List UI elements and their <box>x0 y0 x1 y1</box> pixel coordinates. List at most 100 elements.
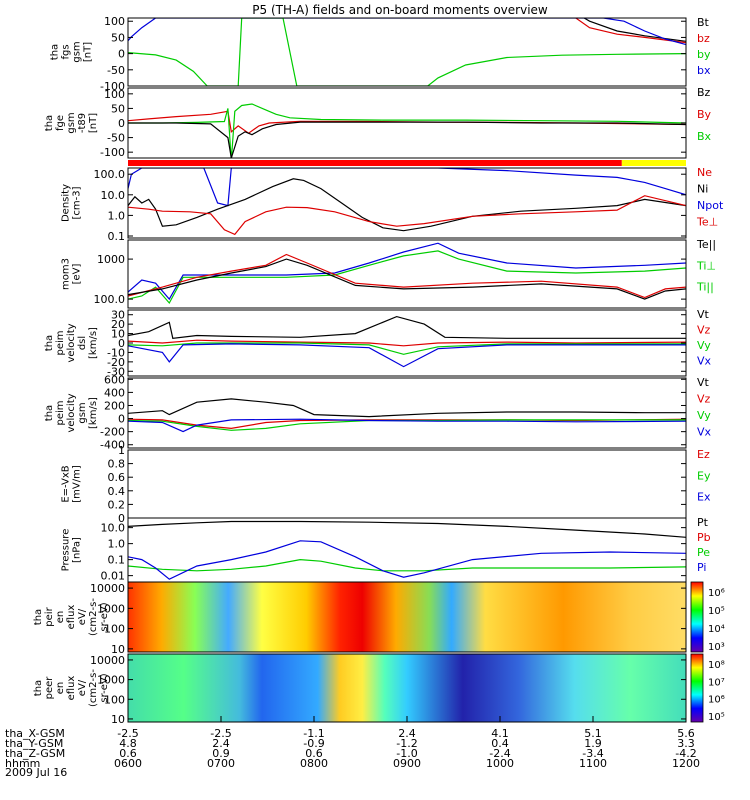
y-tick-label: 0.1 <box>108 230 126 243</box>
y-axis-label: Density <box>61 184 72 222</box>
y-tick-label: 1000 <box>97 253 125 266</box>
x-tick-label: 0700 <box>207 757 235 770</box>
series-line-4-4 <box>128 258 686 300</box>
date-label: 2009 Jul 16 <box>5 766 67 779</box>
y-tick-label: 0 <box>118 512 125 525</box>
y-axis-label: [km/s] <box>88 397 99 429</box>
legend-entry: Ez <box>697 448 710 461</box>
legend-entry: Vx <box>697 355 712 368</box>
y-tick-label: 100.0 <box>94 293 126 306</box>
y-tick-label: 100 <box>104 15 125 28</box>
legend-entry: Vt <box>697 376 710 389</box>
y-axis-label: gsm <box>77 402 88 423</box>
y-axis-label: eflux <box>66 676 77 701</box>
y-axis-label: [nT] <box>88 113 99 133</box>
y-axis-label: sr-eV) <box>99 602 110 631</box>
y-tick-label: 1 <box>118 444 125 457</box>
x-tick-label: 2.4 <box>398 727 416 740</box>
series-line-1-3 <box>128 18 686 46</box>
status-bar-red <box>128 160 622 166</box>
x-tick-label: 0900 <box>393 757 421 770</box>
y-tick-label: 400 <box>104 386 125 399</box>
y-axis-label: tha <box>44 115 55 131</box>
y-axis-label: sr-eV) <box>99 673 110 702</box>
y-tick-label: 10000 <box>90 582 125 595</box>
x-tick-label: 0800 <box>300 757 328 770</box>
y-axis-label: tha <box>44 405 55 421</box>
panel-frame <box>127 17 687 87</box>
series-line-5-1 <box>128 315 686 339</box>
panel-8: 10.0 1.0 0.1 0.01 Pressure [nPa] Pt Pb Pe Pi <box>61 516 711 583</box>
spectrogram-2 <box>128 654 686 722</box>
y-axis-label: fgs <box>61 44 72 59</box>
y-tick-label: 10 <box>111 713 125 726</box>
series-line-3-3 <box>128 195 686 236</box>
y-tick-label: 0 <box>118 48 125 61</box>
y-axis-label: peir <box>44 606 55 626</box>
y-tick-label: 0 <box>118 117 125 130</box>
y-tick-label: 100 <box>104 623 125 636</box>
y-tick-label: 20 <box>111 318 125 331</box>
series-line-1-1 <box>582 18 686 42</box>
x-tick-label: 0600 <box>114 757 142 770</box>
y-axis-label: velocity <box>66 323 77 362</box>
colorbar-label: 10⁷ <box>708 677 725 688</box>
x-tick-label: -2.4 <box>489 747 510 760</box>
series-line-6-1 <box>128 398 686 418</box>
y-tick-label: -100 <box>100 146 125 159</box>
colorbar-1 <box>690 581 704 653</box>
legend-entry: Vz <box>697 393 711 406</box>
x-tick-label: -4.2 <box>675 747 696 760</box>
panel-frame <box>127 449 687 519</box>
legend-entry: Te|| <box>696 238 716 251</box>
legend-entry: Ey <box>697 469 711 482</box>
y-axis-label: -t89 <box>77 113 88 133</box>
legend-entry: Vt <box>697 308 710 321</box>
series-line-6-4 <box>128 418 686 433</box>
legend-entry: bz <box>697 32 710 45</box>
panel-7: 10.80.60.40.20 E=-VxB [mV/m] Ez Ey Ex <box>61 444 711 525</box>
y-axis-label: en <box>55 682 66 695</box>
colorbar-label: 10⁶ <box>708 695 725 706</box>
colorbar-label: 10⁸ <box>708 660 725 671</box>
y-tick-label: 100 <box>104 693 125 706</box>
x-tick-label: -2.5 <box>210 727 231 740</box>
series-line-1-2 <box>574 18 686 44</box>
y-axis-label: [cm-3] <box>72 186 83 219</box>
y-tick-label: -100 <box>100 80 125 93</box>
y-axis-label: en <box>55 611 66 624</box>
colorbar-label: 10⁴ <box>708 624 725 635</box>
series-line-8-1 <box>128 520 686 538</box>
x-tick-label: 1.9 <box>584 737 602 750</box>
legend-entry: Bx <box>697 130 712 143</box>
series-line-4-1 <box>128 242 686 301</box>
y-axis-label: tha <box>50 44 61 60</box>
legend-entry: Ti⊥ <box>696 259 716 272</box>
x-tick-label: 0.6 <box>119 747 137 760</box>
panel-frame <box>127 517 687 583</box>
series-line-5-4 <box>128 343 686 368</box>
panel-frame <box>127 167 687 239</box>
colorbar-label: 10⁵ <box>708 606 725 617</box>
y-tick-label: -30 <box>107 365 125 378</box>
series-line-8-3 <box>128 540 686 580</box>
y-tick-label: 100.0 <box>94 168 126 181</box>
y-tick-label: -50 <box>107 132 125 145</box>
legend-entry: Npot <box>697 199 724 212</box>
legend-entry: Pt <box>697 516 709 529</box>
x-tick-label: 4.8 <box>119 737 137 750</box>
y-tick-label: 0 <box>118 337 125 350</box>
y-axis-label: fge <box>55 115 66 131</box>
x-tick-label: 1200 <box>672 757 700 770</box>
panel-4: 1000 100.0 mom3 [eV] Te|| Ti⊥ Ti|| <box>61 238 716 309</box>
y-tick-label: 0.01 <box>101 570 126 583</box>
legend-entry: Pe <box>697 546 710 559</box>
panel-3: 100.0 10.0 1.0 0.1 Density [cm-3] Ne Ni Npot Te⊥ <box>61 166 724 243</box>
y-tick-label: 10 <box>111 643 125 656</box>
y-axis-label: velocity <box>66 393 77 432</box>
legend-entry: Vy <box>697 339 711 352</box>
y-tick-label: 0.2 <box>108 498 126 511</box>
y-tick-label: 10 <box>111 328 125 341</box>
